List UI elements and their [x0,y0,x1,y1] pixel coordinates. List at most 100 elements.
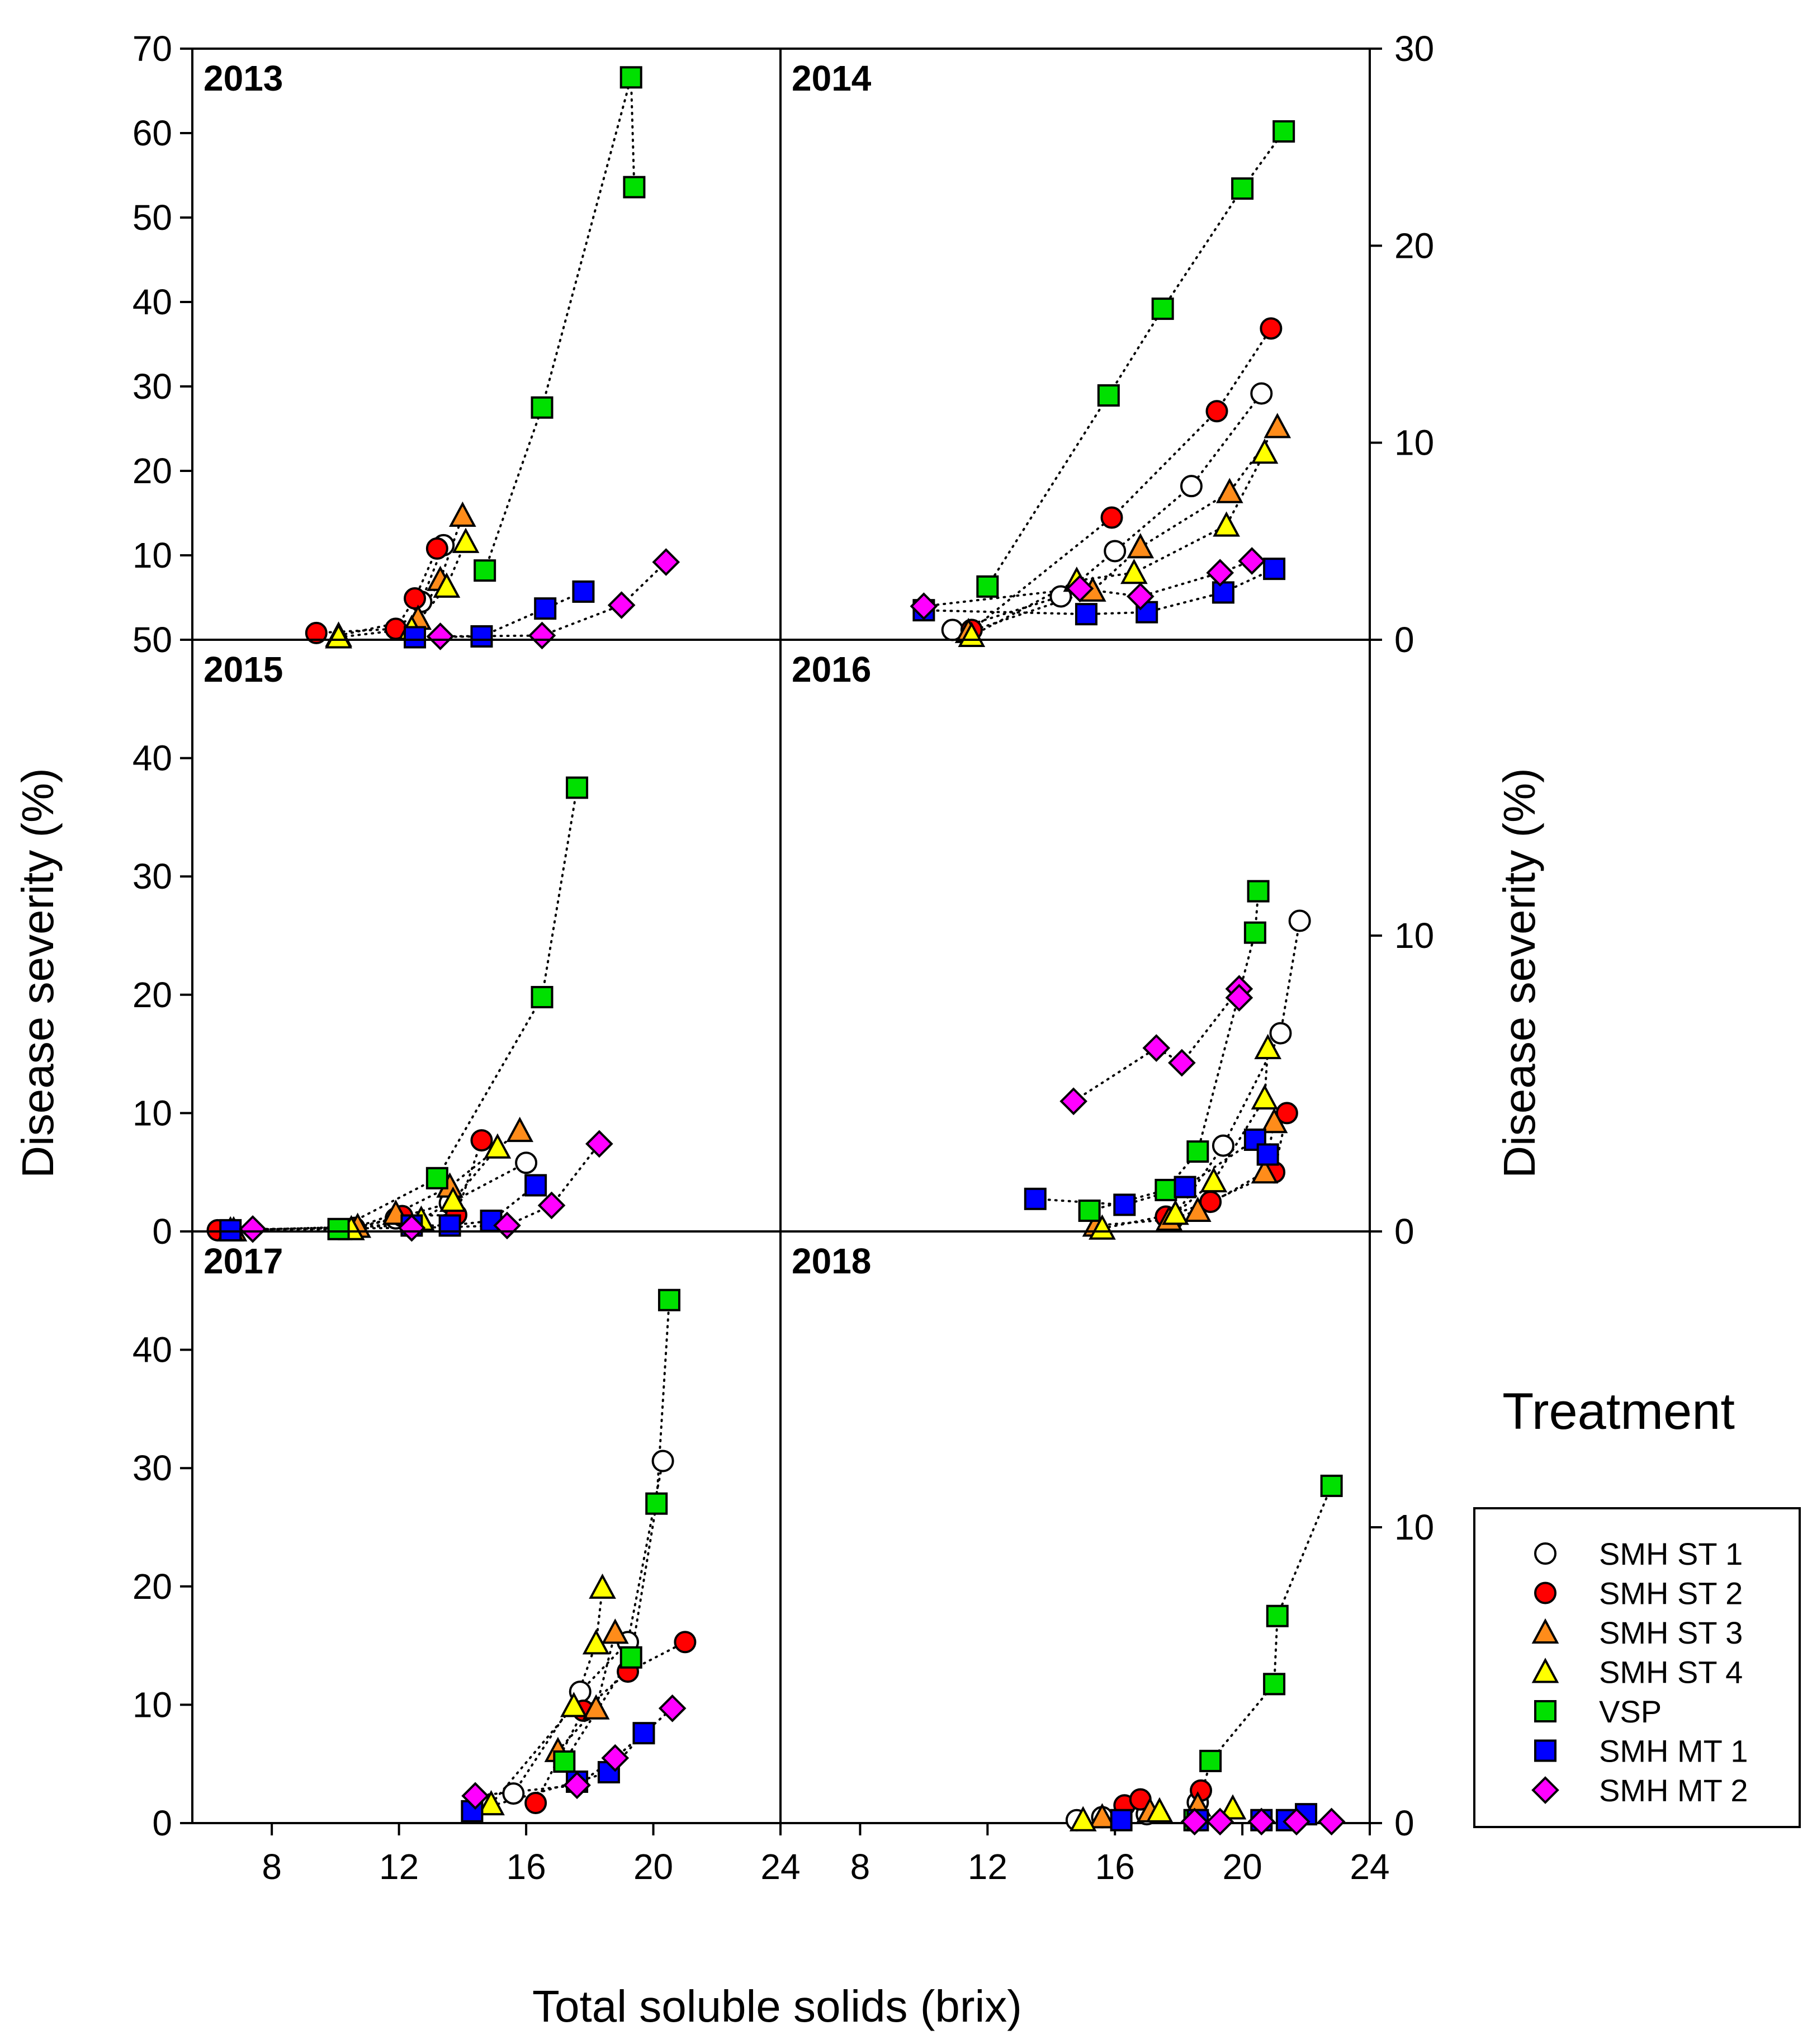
point-smh-st-2 [470,1129,493,1152]
point-smh-mt-1 [404,626,427,649]
trend-line-smh-st-4 [490,1586,604,1806]
point-smh-st-3 [1251,1158,1279,1184]
y-tick-label: 30 [133,856,172,896]
point-vsp [619,66,642,89]
point-smh-st-1 [651,1450,674,1472]
point-smh-st-4 [1146,1797,1174,1823]
point-smh-st-3 [1215,478,1243,503]
point-smh-mt-1 [1256,1143,1279,1166]
panels-layer: 0 10 20 30 40 50 60 70 2013 0 10 20 30 2014 0 10 20 30 40 5… [133,29,1434,1887]
point-vsp [531,986,553,1009]
legend-marker-vsp [1534,1700,1556,1722]
legend-marker-smh-mt-2 [1531,1776,1559,1804]
point-smh-st-4 [560,1692,588,1717]
legend-marker-smh-mt-1 [1534,1739,1556,1762]
x-tick-label: 12 [379,1847,419,1887]
trend-line-smh-mt-1 [471,1732,645,1812]
point-smh-st-4 [477,1790,505,1816]
point-smh-st-2 [1100,506,1123,529]
point-smh-mt-1 [1212,581,1234,604]
legend-label-vsp: VSP [1599,1694,1662,1729]
trend-line-smh-st-2 [534,1641,687,1804]
point-smh-st-4 [1254,1033,1282,1060]
point-smh-st-1 [1288,909,1311,932]
y-tick-label: 40 [133,1330,172,1370]
point-smh-st-2 [404,587,427,610]
point-smh-mt-2 [1059,1087,1087,1116]
trend-line-vsp [484,77,636,572]
point-vsp [1243,921,1266,944]
point-smh-mt-1 [1024,1187,1047,1210]
legend-label-smh-mt-2: SMH MT 2 [1599,1773,1748,1808]
point-vsp [976,575,999,598]
point-smh-mt-2 [1247,1807,1276,1836]
point-vsp [645,1492,668,1515]
panel-title: 2015 [204,649,283,690]
panel-title: 2013 [204,58,283,98]
point-vsp [1151,298,1174,320]
y-tick-label: 30 [133,366,172,407]
panel-frame [191,1230,782,1824]
point-smh-mt-2 [1206,1807,1234,1836]
legend-marker-smh-st-1 [1534,1542,1556,1565]
point-smh-mt-2 [528,621,556,650]
point-vsp [657,1288,680,1311]
point-vsp [425,1167,448,1189]
point-smh-mt-1 [1174,1176,1196,1198]
point-smh-mt-2 [239,1215,267,1243]
point-smh-st-1 [515,1151,538,1174]
legend: SMH ST 1 SMH ST 2 SMH ST 3 SMH ST 4 VSP SMH M… [1473,1507,1801,1828]
legend-title: Treatment [1502,1383,1735,1440]
panel-2015: 0 10 20 30 40 50 2015 [133,620,782,1252]
trend-line-smh-st-2 [970,327,1272,631]
point-smh-mt-2 [607,591,636,619]
panel-2018: 0 10 8 12 16 20 24 2018 [779,1230,1434,1887]
y-tick-label: 30 [133,1448,172,1488]
point-smh-mt-2 [426,622,455,650]
legend-label-smh-st-4: SMH ST 4 [1599,1655,1743,1690]
point-smh-st-4 [1200,1167,1228,1193]
point-smh-mt-1 [1110,1809,1133,1831]
point-smh-mt-2 [601,1744,630,1772]
point-vsp [531,396,553,419]
x-tick-label: 12 [968,1847,1007,1887]
trend-line-vsp [1088,890,1260,1212]
x-tick-label: 8 [262,1847,282,1887]
point-vsp [1247,880,1270,903]
point-smh-st-4 [1213,511,1240,537]
trend-line-smh-st-3 [232,1130,521,1231]
point-smh-mt-2 [1142,1034,1171,1062]
point-smh-mt-2 [563,1771,591,1800]
y-tick-label: 50 [133,620,172,660]
point-smh-mt-2 [1066,574,1094,603]
y-tick-label: 0 [1394,620,1414,660]
point-smh-mt-1 [572,580,595,603]
point-smh-mt-1 [524,1174,547,1197]
y-tick-label: 10 [1394,423,1434,463]
point-smh-st-4 [582,1629,610,1655]
point-vsp [623,176,646,199]
point-smh-st-4 [439,1186,467,1212]
panel-title: 2018 [792,1241,871,1281]
point-smh-mt-1 [1263,558,1286,580]
trend-line-smh-st-3 [1095,1121,1276,1227]
point-smh-st-3 [1260,1108,1288,1134]
point-smh-st-1 [502,1782,525,1805]
point-smh-mt-2 [910,592,938,620]
y-tick-label: 20 [133,1566,172,1607]
point-vsp [1155,1178,1177,1201]
trend-line-vsp [337,786,579,1230]
x-tick-label: 16 [506,1847,546,1887]
point-smh-st-2 [305,621,328,644]
y-tick-label: 10 [133,1093,172,1133]
y-tick-label: 20 [133,451,172,491]
point-vsp [1078,1199,1101,1222]
point-smh-st-4 [1162,1200,1189,1225]
y-tick-label: 50 [133,197,172,238]
point-smh-st-4 [1219,1794,1247,1820]
point-smh-mt-2 [585,1130,613,1158]
x-tick-label: 20 [633,1847,673,1887]
point-smh-mt-2 [1283,1807,1310,1836]
point-smh-st-4 [325,623,352,649]
